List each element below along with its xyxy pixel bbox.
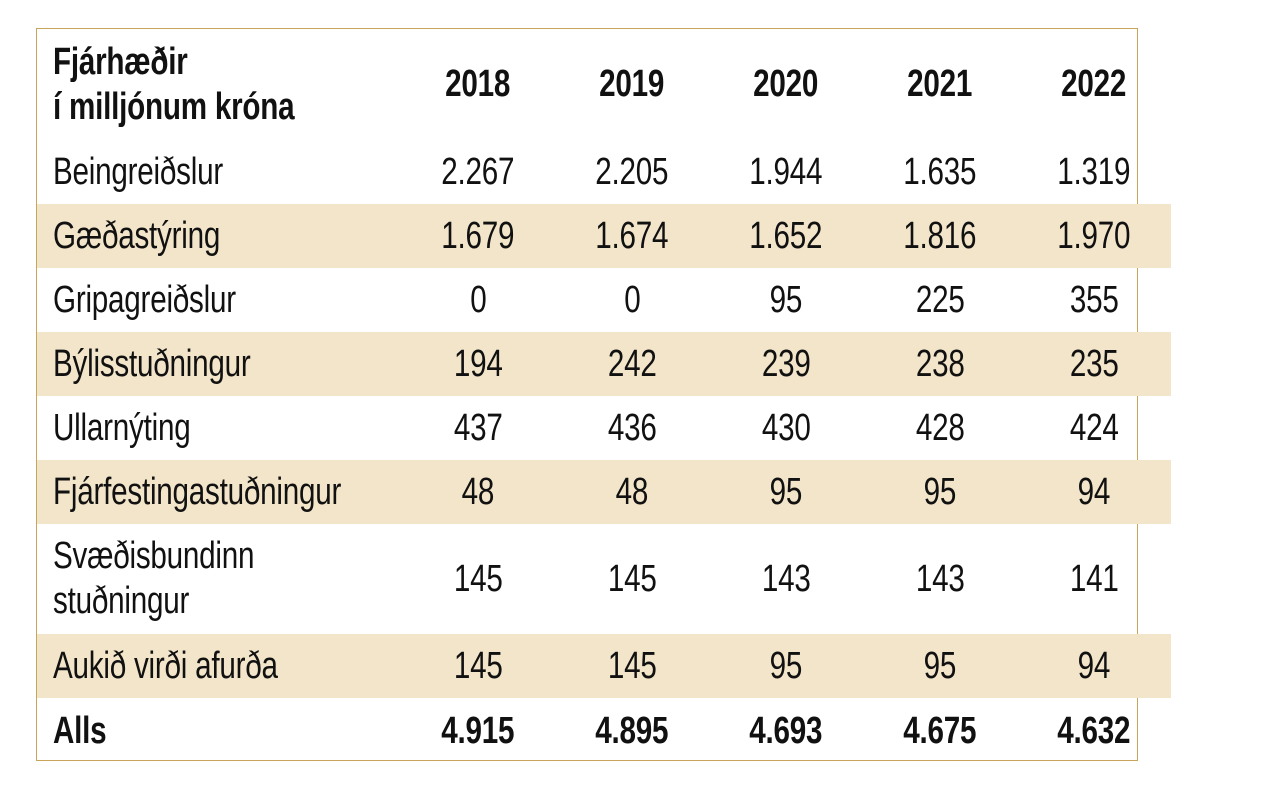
header-year-2018: 2018 xyxy=(445,63,511,106)
total-value: 4.632 xyxy=(1057,709,1131,752)
cell-value: 1.816 xyxy=(903,214,977,257)
cell-value: 424 xyxy=(1069,406,1119,449)
table-row: Ullarnýting 437 436 430 428 424 xyxy=(37,396,1171,460)
cell-value: 95 xyxy=(769,470,803,513)
header-year-2021: 2021 xyxy=(907,63,973,106)
table-row: Aukið virði afurða 145 145 95 95 94 xyxy=(37,634,1171,698)
table-row: Gæðastýring 1.679 1.674 1.652 1.816 1.97… xyxy=(37,204,1171,268)
cell-value: 0 xyxy=(623,278,641,321)
cell-value: 1.635 xyxy=(903,150,977,193)
header-row: Fjárhæðir í milljónum króna 2018 2019 20… xyxy=(37,29,1171,140)
header-label: Fjárhæðir í milljónum króna xyxy=(37,29,401,140)
cell-value: 2.205 xyxy=(595,150,669,193)
cell-value: 194 xyxy=(453,342,503,385)
table-row: Býlisstuðningur 194 242 239 238 235 xyxy=(37,332,1171,396)
cell-value: 239 xyxy=(761,342,811,385)
table-row: Beingreiðslur 2.267 2.205 1.944 1.635 1.… xyxy=(37,140,1171,204)
cell-value: 94 xyxy=(1077,470,1111,513)
cell-value: 1.674 xyxy=(595,214,669,257)
cell-value: 48 xyxy=(615,470,649,513)
table-row: Svæðisbundinn stuðningur 145 145 143 143… xyxy=(37,524,1171,634)
cell-value: 436 xyxy=(607,406,657,449)
row-label-line2: stuðningur xyxy=(53,580,190,622)
cell-value: 0 xyxy=(469,278,487,321)
cell-value: 48 xyxy=(461,470,495,513)
row-label: Beingreiðslur xyxy=(53,150,223,193)
cell-value: 95 xyxy=(769,644,803,687)
cell-value: 428 xyxy=(915,406,965,449)
row-label: Fjárfestingastuðningur xyxy=(53,470,342,513)
cell-value: 145 xyxy=(607,557,657,600)
cell-value: 355 xyxy=(1069,278,1119,321)
row-label-line1: Svæðisbundinn xyxy=(53,535,255,578)
row-label: Ullarnýting xyxy=(53,406,191,449)
cell-value: 145 xyxy=(453,557,503,600)
cell-value: 1.652 xyxy=(749,214,823,257)
cell-value: 437 xyxy=(453,406,503,449)
cell-value: 145 xyxy=(453,644,503,687)
cell-value: 430 xyxy=(761,406,811,449)
total-value: 4.895 xyxy=(595,709,669,752)
row-label: Aukið virði afurða xyxy=(53,644,278,687)
header-year-2020: 2020 xyxy=(753,63,819,106)
cell-value: 1.679 xyxy=(441,214,515,257)
total-value: 4.675 xyxy=(903,709,977,752)
cell-value: 143 xyxy=(915,557,965,600)
row-label: Svæðisbundinn stuðningur xyxy=(37,524,401,634)
row-label: Býlisstuðningur xyxy=(53,342,251,385)
cell-value: 225 xyxy=(915,278,965,321)
cell-value: 95 xyxy=(769,278,803,321)
cell-value: 95 xyxy=(923,470,957,513)
total-row: Alls 4.915 4.895 4.693 4.675 4.632 xyxy=(37,698,1171,764)
header-label-line1: Fjárhæðir xyxy=(53,40,188,83)
table-row: Gripagreiðslur 0 0 95 225 355 xyxy=(37,268,1171,332)
cell-value: 1.319 xyxy=(1057,150,1131,193)
financial-table-frame: Fjárhæðir í milljónum króna 2018 2019 20… xyxy=(36,28,1171,761)
cell-value: 235 xyxy=(1069,342,1119,385)
total-label: Alls xyxy=(53,709,107,752)
cell-value: 145 xyxy=(607,644,657,687)
cell-value: 238 xyxy=(915,342,965,385)
cell-value: 242 xyxy=(607,342,657,385)
cell-value: 2.267 xyxy=(441,150,515,193)
header-label-line2: í milljónum króna xyxy=(53,85,295,128)
cell-value: 1.944 xyxy=(749,150,823,193)
cell-value: 143 xyxy=(761,557,811,600)
cell-value: 94 xyxy=(1077,644,1111,687)
row-label: Gæðastýring xyxy=(53,214,221,257)
header-year-2019: 2019 xyxy=(599,63,665,106)
cell-value: 95 xyxy=(923,644,957,687)
cell-value: 1.970 xyxy=(1057,214,1131,257)
header-year-2022: 2022 xyxy=(1061,63,1127,106)
row-label: Gripagreiðslur xyxy=(53,278,236,321)
support-payments-table: Fjárhæðir í milljónum króna 2018 2019 20… xyxy=(37,29,1171,764)
total-value: 4.693 xyxy=(749,709,823,752)
table-row: Fjárfestingastuðningur 48 48 95 95 94 xyxy=(37,460,1171,524)
total-value: 4.915 xyxy=(441,709,515,752)
cell-value: 141 xyxy=(1069,557,1119,600)
